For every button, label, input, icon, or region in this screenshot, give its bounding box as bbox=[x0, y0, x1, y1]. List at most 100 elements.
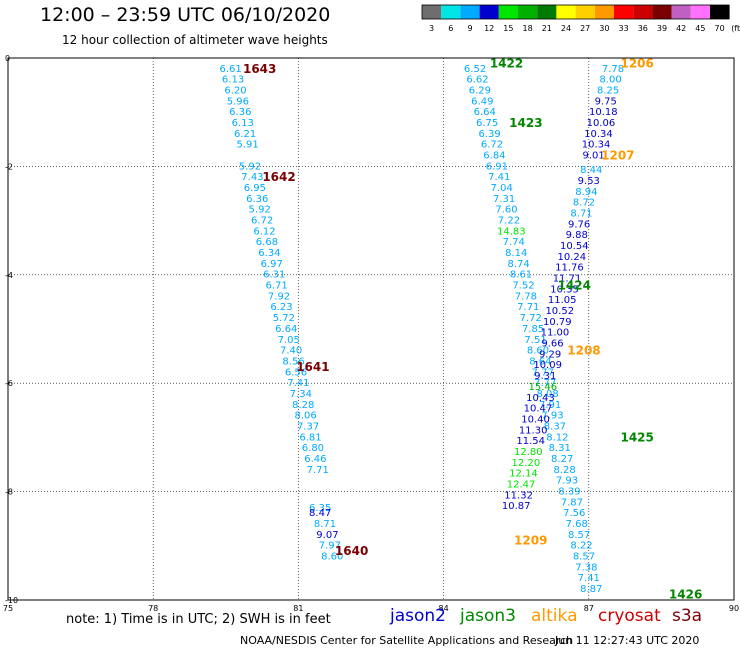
wave-height-value: 10.34 bbox=[582, 140, 611, 151]
wave-height-value: 5.96 bbox=[227, 96, 249, 107]
wave-height-value: 7.56 bbox=[563, 508, 585, 519]
pass-label: 1424 bbox=[558, 279, 591, 293]
wave-height-value: 8.39 bbox=[558, 487, 580, 498]
wave-height-value: 5.91 bbox=[236, 140, 258, 151]
pass-label: 1423 bbox=[509, 116, 542, 130]
wave-height-value: 8.12 bbox=[546, 432, 568, 443]
wave-height-value: 8.71 bbox=[570, 208, 592, 219]
wave-height-value: 8.22 bbox=[570, 541, 592, 552]
wave-height-value: 7.72 bbox=[520, 313, 542, 324]
map-grid bbox=[8, 58, 734, 600]
wave-height-value: 10.06 bbox=[587, 118, 616, 129]
wave-height-value: 11.05 bbox=[548, 295, 577, 306]
wave-height-value: 7.05 bbox=[278, 335, 300, 346]
wave-height-value: 10.52 bbox=[545, 306, 574, 317]
wave-height-value: 7.71 bbox=[307, 465, 329, 476]
wave-height-value: 9.66 bbox=[541, 339, 563, 350]
wave-height-value: 8.31 bbox=[549, 443, 571, 454]
wave-height-value: 12.20 bbox=[512, 458, 541, 469]
wave-height-value: 10.43 bbox=[526, 393, 555, 404]
wave-height-value: 9.88 bbox=[566, 230, 588, 241]
wave-height-value: 8.00 bbox=[599, 75, 621, 86]
y-tick-label: -10 bbox=[5, 596, 18, 605]
credit-text: NOAA/NESDIS Center for Satellite Applica… bbox=[240, 634, 574, 647]
wave-height-value: 10.18 bbox=[589, 107, 618, 118]
wave-height-value: 6.61 bbox=[220, 64, 242, 75]
wave-height-value: 10.54 bbox=[560, 241, 589, 252]
wave-height-value: 7.77 bbox=[534, 378, 556, 389]
pass-label: 1209 bbox=[514, 533, 547, 547]
wave-height-value: 6.36 bbox=[246, 194, 268, 205]
wave-height-value: 11.32 bbox=[504, 490, 533, 501]
wave-height-value: 7.77 bbox=[532, 367, 554, 378]
wave-height-value: 6.91 bbox=[486, 161, 508, 172]
y-tick-label: -8 bbox=[5, 488, 13, 497]
page-subtitle: 12 hour collection of altimeter wave hei… bbox=[62, 33, 328, 47]
legend-jason3: jason3 bbox=[460, 606, 516, 626]
wave-height-value: 9.53 bbox=[578, 176, 600, 187]
colorbar-swatch bbox=[498, 5, 518, 19]
wave-height-value: 6.20 bbox=[224, 85, 246, 96]
wave-height-value: 7.78 bbox=[602, 64, 624, 75]
x-tick-label: 84 bbox=[439, 604, 449, 613]
colorbar-swatch bbox=[652, 5, 672, 19]
wave-height-value: 7.93 bbox=[556, 476, 578, 487]
wave-height-value: 6.71 bbox=[265, 281, 287, 292]
wave-height-value: 7.87 bbox=[561, 497, 583, 508]
wave-height-points: 6.616.136.205.966.366.136.215.915.927.43… bbox=[220, 64, 625, 595]
x-tick-label: 75 bbox=[3, 604, 13, 613]
wave-height-value: 6.39 bbox=[478, 129, 500, 140]
wave-height-value: 7.85 bbox=[522, 324, 544, 335]
pass-label: 1643 bbox=[243, 62, 276, 76]
colorbar-swatch bbox=[575, 5, 595, 19]
wave-height-value: 8.60 bbox=[321, 552, 343, 563]
page-title: 12:00 – 23:59 UTC 06/10/2020 bbox=[40, 4, 331, 26]
wave-height-value: 10.24 bbox=[558, 252, 587, 263]
wave-height-value: 6.13 bbox=[232, 118, 254, 129]
wave-height-value: 10.34 bbox=[584, 129, 613, 140]
pass-label: 1642 bbox=[262, 170, 295, 184]
colorbar-border bbox=[421, 4, 730, 20]
wave-height-value: 6.72 bbox=[481, 140, 503, 151]
wave-height-value: 7.34 bbox=[290, 389, 312, 400]
wave-height-value: 7.41 bbox=[287, 378, 309, 389]
wave-height-value: 6.62 bbox=[466, 75, 488, 86]
x-tick-label: 81 bbox=[293, 604, 303, 613]
colorbar-swatch bbox=[556, 5, 576, 19]
colorbar-label: 36 bbox=[638, 24, 648, 33]
wave-height-value: 8.61 bbox=[510, 270, 532, 281]
colorbar-swatch bbox=[671, 5, 691, 19]
colorbar-swatch bbox=[422, 5, 442, 19]
colorbar-swatch bbox=[518, 5, 538, 19]
wave-height-value: 8.06 bbox=[295, 411, 317, 422]
wave-height-value: 8.74 bbox=[507, 259, 529, 270]
wave-height-value: 6.29 bbox=[469, 85, 491, 96]
axis-ticks: 75 78 81 84 87 90 0 -2 -4 -6 -8 -10 bbox=[3, 54, 739, 613]
pass-label: 1641 bbox=[296, 360, 329, 374]
wave-height-value: 6.95 bbox=[244, 183, 266, 194]
wave-height-value: 10.87 bbox=[502, 501, 531, 512]
wave-height-value: 7.51 bbox=[524, 335, 546, 346]
wave-height-value: 6.64 bbox=[474, 107, 496, 118]
x-tick-label: 87 bbox=[584, 604, 594, 613]
wave-height-value: 15.46 bbox=[528, 382, 557, 393]
pass-label: 1425 bbox=[620, 430, 653, 444]
wave-height-value: 6.56 bbox=[285, 367, 307, 378]
wave-height-value: 7.38 bbox=[575, 562, 597, 573]
wave-height-value: 7.22 bbox=[498, 216, 520, 227]
wave-height-value: 6.52 bbox=[464, 64, 486, 75]
generated-timestamp: Jun 11 12:27:43 UTC 2020 bbox=[555, 634, 700, 647]
wave-height-value: 8.94 bbox=[575, 187, 597, 198]
wave-height-value: 8.56 bbox=[282, 356, 304, 367]
wave-height-value: 6.68 bbox=[256, 237, 278, 248]
wave-height-value: 7.92 bbox=[268, 291, 290, 302]
pass-label: 1422 bbox=[490, 56, 523, 70]
colorbar-label: 42 bbox=[676, 24, 686, 33]
colorbar-label: 18 bbox=[523, 24, 533, 33]
legend-altika: altika bbox=[531, 606, 578, 626]
colorbar-label: 9 bbox=[467, 24, 472, 33]
wave-height-value: 7.91 bbox=[539, 400, 561, 411]
